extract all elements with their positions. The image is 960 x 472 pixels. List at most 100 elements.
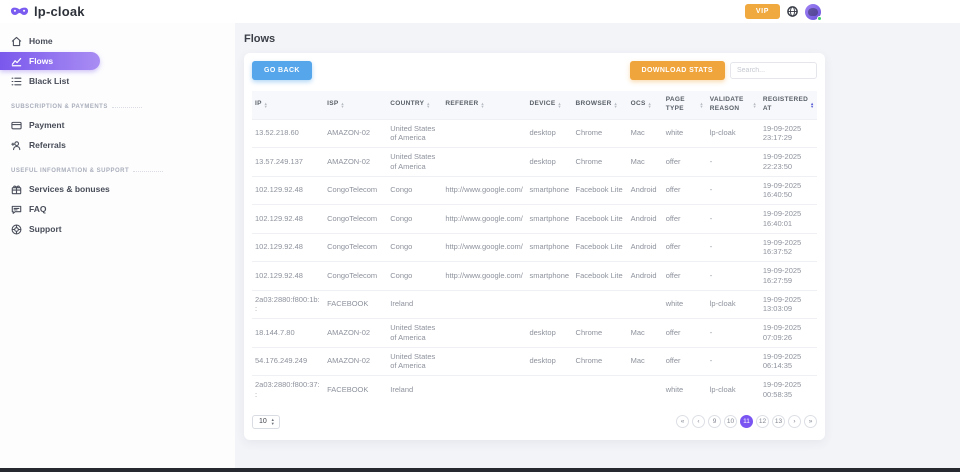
- column-header-browser[interactable]: BROWSER ▲ ▼: [572, 91, 628, 120]
- flows-icon: [11, 56, 22, 67]
- cell-referer: [442, 118, 527, 148]
- cell-validate-reason: -: [706, 261, 760, 291]
- cell-browser: Chrome: [572, 147, 628, 177]
- cell-country: Congo: [387, 232, 443, 262]
- cell-ocs: [627, 375, 663, 404]
- column-header-device[interactable]: DEVICE ▲ ▼: [526, 91, 573, 120]
- column-header-ip[interactable]: IP ▲ ▼: [252, 91, 325, 120]
- cell-browser: Facebook Lite: [572, 204, 628, 234]
- cell-ocs: Mac: [627, 147, 663, 177]
- cell-device: smartphone: [526, 175, 573, 205]
- sidebar-item-support[interactable]: Support: [0, 219, 235, 239]
- sidebar-item-label: FAQ: [29, 204, 47, 214]
- cell-isp: FACEBOOK: [324, 289, 388, 319]
- cell-validate-reason: lp-cloak: [706, 289, 760, 319]
- cell-registered-at: 19-09-2025 16:40:50: [759, 175, 817, 205]
- download-stats-button[interactable]: DOWNLOAD STATS: [629, 61, 725, 80]
- sidebar-item-flows[interactable]: Flows: [0, 52, 100, 70]
- page-button-13[interactable]: 13: [772, 415, 785, 429]
- sort-icon: ▲ ▼: [810, 100, 815, 109]
- table-row[interactable]: 102.129.92.48 CongoTelecom Congo http://www…: [252, 232, 817, 262]
- support-lifebuoy-icon: [11, 224, 22, 235]
- column-header-country[interactable]: COUNTRY ▲ ▼: [387, 91, 443, 120]
- sort-icon: ▲ ▼: [426, 100, 431, 109]
- page-button-11[interactable]: 11: [740, 415, 753, 429]
- cell-referer: [442, 375, 527, 404]
- sidebar-item-label: Home: [29, 36, 53, 46]
- cell-isp: AMAZON-02: [324, 346, 388, 376]
- cell-validate-reason: -: [706, 204, 760, 234]
- cell-device: desktop: [526, 147, 573, 177]
- prev-page-button[interactable]: ‹: [692, 415, 705, 429]
- sidebar-section-title: SUBSCRIPTION & PAYMENTS: [0, 91, 235, 115]
- cell-isp: AMAZON-02: [324, 318, 388, 348]
- table-row[interactable]: 2a03:2880:f800:37:: FACEBOOK Ireland white l…: [252, 375, 817, 404]
- cell-validate-reason: lp-cloak: [706, 118, 760, 148]
- search-input[interactable]: [730, 62, 817, 79]
- column-header-page-type[interactable]: PAGE TYPE ▲ ▼: [662, 91, 707, 120]
- cell-device: desktop: [526, 318, 573, 348]
- table-row[interactable]: 102.129.92.48 CongoTelecom Congo http://www…: [252, 204, 817, 234]
- page-button-12[interactable]: 12: [756, 415, 769, 429]
- sort-icon: ▲ ▼: [752, 100, 757, 109]
- go-back-button[interactable]: GO BACK: [252, 61, 312, 80]
- user-avatar[interactable]: [805, 3, 822, 21]
- column-header-referer[interactable]: REFERER ▲ ▼: [442, 91, 527, 120]
- cell-ip: 2a03:2880:f800:37::: [252, 375, 325, 404]
- page-title: Flows: [244, 33, 276, 45]
- table-row[interactable]: 54.176.249.249 AMAZON-02 United States of …: [252, 346, 817, 376]
- cell-validate-reason: -: [706, 318, 760, 348]
- column-header-ocs[interactable]: OCS ▲ ▼: [627, 91, 663, 120]
- table-row[interactable]: 13.57.249.137 AMAZON-02 United States of A…: [252, 147, 817, 177]
- cell-registered-at: 19-09-2025 22:23:50: [759, 147, 817, 177]
- sort-icon: ▲ ▼: [480, 100, 485, 109]
- cell-ip: 102.129.92.48: [252, 175, 325, 205]
- cell-referer: [442, 346, 527, 376]
- cell-referer: http://www.google.com/: [442, 232, 527, 262]
- last-page-button[interactable]: »: [804, 415, 817, 429]
- cell-registered-at: 19-09-2025 16:37:52: [759, 232, 817, 262]
- brand-logo[interactable]: lp-cloak: [0, 4, 85, 19]
- table-row[interactable]: 2a03:2880:f800:1b:: FACEBOOK Ireland white l…: [252, 289, 817, 319]
- page-size-select[interactable]: 10 ▲ ▼: [252, 414, 280, 429]
- cell-device: desktop: [526, 346, 573, 376]
- table-body: 13.52.218.60 AMAZON-02 United States of Am…: [252, 118, 817, 404]
- next-page-button[interactable]: ›: [788, 415, 801, 429]
- cell-country: United States of America: [387, 118, 443, 148]
- sidebar-item-payment[interactable]: Payment: [0, 115, 235, 135]
- table-row[interactable]: 13.52.218.60 AMAZON-02 United States of Am…: [252, 118, 817, 148]
- first-page-button[interactable]: «: [676, 415, 689, 429]
- column-header-isp[interactable]: ISP ▲ ▼: [324, 91, 388, 120]
- sidebar-item-faq[interactable]: FAQ: [0, 199, 235, 219]
- vip-button[interactable]: VIP: [744, 4, 780, 19]
- table-row[interactable]: 18.144.7.80 AMAZON-02 United States of Ame…: [252, 318, 817, 348]
- cell-country: Ireland: [387, 375, 443, 404]
- sidebar-item-services-bonuses[interactable]: Services & bonuses: [0, 179, 235, 199]
- sort-icon: ▲ ▼: [557, 100, 562, 109]
- cell-ip: 54.176.249.249: [252, 346, 325, 376]
- page-button-10[interactable]: 10: [724, 415, 737, 429]
- cell-country: United States of America: [387, 346, 443, 376]
- cell-device: [526, 289, 573, 319]
- brand-name: lp-cloak: [34, 4, 85, 19]
- cell-ip: 102.129.92.48: [252, 261, 325, 291]
- cell-isp: CongoTelecom: [324, 232, 388, 262]
- sidebar-item-label: Payment: [29, 120, 65, 130]
- table-row[interactable]: 102.129.92.48 CongoTelecom Congo http://www…: [252, 175, 817, 205]
- column-header-registered-at[interactable]: REGISTERED AT ▲ ▼: [759, 91, 817, 120]
- table-row[interactable]: 102.129.92.48 CongoTelecom Congo http://www…: [252, 261, 817, 291]
- cell-browser: Chrome: [572, 318, 628, 348]
- page-button-9[interactable]: 9: [708, 415, 721, 429]
- sidebar-item-black-list[interactable]: Black List: [0, 71, 235, 91]
- cell-page-type: offer: [662, 147, 707, 177]
- cell-validate-reason: lp-cloak: [706, 375, 760, 404]
- cell-isp: FACEBOOK: [324, 375, 388, 404]
- cell-browser: Facebook Lite: [572, 175, 628, 205]
- cell-device: smartphone: [526, 204, 573, 234]
- cell-validate-reason: -: [706, 346, 760, 376]
- sidebar-item-label: Black List: [29, 76, 70, 86]
- language-globe-icon[interactable]: [787, 6, 798, 17]
- column-header-validate-reason[interactable]: VALIDATE REASON ▲ ▼: [706, 91, 760, 120]
- sidebar-item-home[interactable]: Home: [0, 31, 235, 51]
- sidebar-item-referrals[interactable]: Referrals: [0, 135, 235, 155]
